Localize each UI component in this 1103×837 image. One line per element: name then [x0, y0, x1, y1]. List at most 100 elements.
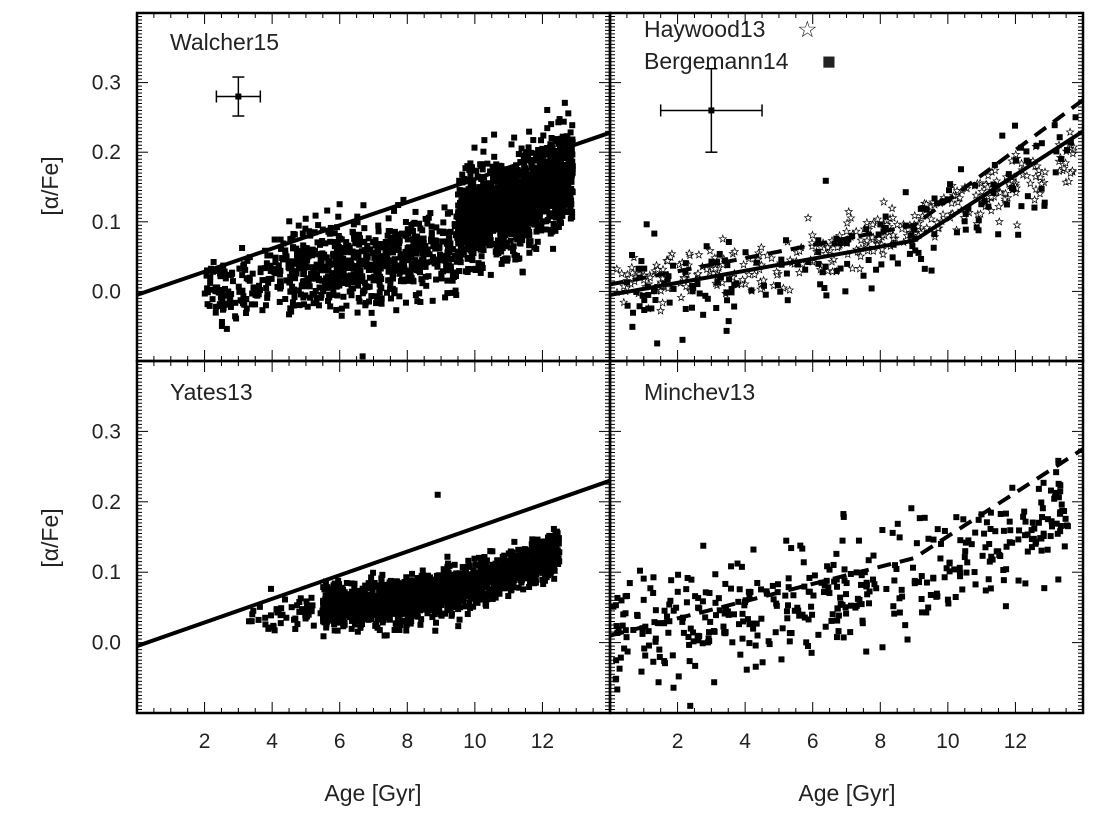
data-point — [460, 207, 467, 214]
data-point — [464, 217, 471, 224]
data-point — [357, 587, 364, 594]
data-point — [310, 266, 317, 273]
data-point — [639, 292, 646, 299]
data-point — [217, 273, 224, 280]
data-point — [416, 593, 423, 600]
data-point — [464, 213, 471, 220]
data-point — [338, 312, 345, 319]
data-point — [544, 146, 551, 153]
data-point — [299, 283, 306, 290]
data-point — [378, 295, 385, 302]
data-point — [467, 172, 474, 179]
data-point — [291, 290, 298, 297]
data-point — [397, 254, 404, 261]
data-point-star — [955, 193, 965, 202]
data-point — [535, 221, 542, 228]
data-point — [778, 256, 785, 263]
data-point — [226, 296, 233, 303]
data-point — [241, 301, 248, 308]
data-point — [371, 273, 378, 280]
data-point — [484, 160, 491, 167]
data-point — [259, 307, 266, 314]
data-point — [438, 275, 445, 282]
data-point — [516, 255, 523, 262]
data-point — [783, 270, 790, 277]
data-point — [868, 285, 875, 292]
data-point — [547, 192, 554, 199]
data-point — [450, 603, 457, 610]
data-point — [953, 229, 960, 236]
data-point — [469, 251, 476, 258]
data-point — [499, 256, 506, 263]
data-point-star — [994, 217, 1004, 226]
data-point — [413, 263, 420, 270]
data-point — [480, 583, 487, 590]
data-point — [417, 298, 424, 305]
data-point — [462, 165, 469, 172]
data-point — [566, 171, 573, 178]
data-point — [392, 235, 399, 242]
data-point — [423, 259, 430, 266]
data-point — [472, 267, 479, 274]
data-point — [467, 223, 474, 230]
data-point — [331, 230, 338, 237]
data-point-star — [750, 269, 760, 279]
data-point — [934, 200, 941, 207]
data-point — [498, 260, 505, 267]
data-point — [354, 592, 361, 599]
data-point — [493, 243, 500, 250]
data-point — [229, 278, 236, 285]
data-point — [436, 228, 443, 235]
data-point — [295, 222, 302, 229]
data-point — [480, 239, 487, 246]
data-point — [912, 247, 919, 254]
data-point-star — [1065, 127, 1075, 137]
data-point — [865, 257, 872, 264]
data-point-star — [926, 214, 936, 224]
data-point — [962, 226, 969, 233]
data-point — [342, 259, 349, 266]
data-point — [396, 293, 403, 300]
data-point — [569, 139, 576, 146]
data-point — [355, 294, 362, 301]
data-point — [383, 289, 390, 296]
data-point — [242, 266, 249, 273]
data-point — [552, 227, 559, 234]
data-point — [512, 210, 519, 217]
data-point — [306, 283, 313, 290]
data-point — [507, 548, 514, 555]
data-point — [350, 221, 357, 228]
data-point — [550, 221, 557, 228]
data-point — [466, 167, 473, 174]
data-point — [477, 236, 484, 243]
data-point — [552, 214, 559, 221]
data-point — [220, 306, 227, 313]
data-point — [463, 188, 470, 195]
data-point — [263, 285, 270, 292]
data-point — [507, 587, 514, 594]
data-point — [991, 161, 998, 168]
data-point — [361, 279, 368, 286]
data-point — [295, 265, 302, 272]
data-point — [538, 222, 545, 229]
data-point — [504, 216, 511, 223]
data-point — [1003, 201, 1010, 208]
data-point — [641, 307, 648, 314]
data-point-star — [1059, 163, 1069, 173]
data-point — [464, 232, 471, 239]
data-point — [455, 225, 462, 232]
data-point — [454, 597, 461, 604]
data-point — [831, 240, 838, 247]
data-point — [374, 245, 381, 252]
data-point-star — [874, 233, 884, 243]
data-point — [325, 297, 332, 304]
data-point — [513, 205, 520, 212]
data-point — [431, 611, 438, 618]
data-point — [480, 148, 487, 155]
data-point — [918, 255, 925, 262]
data-point — [1023, 157, 1030, 164]
data-point — [424, 220, 431, 227]
data-point — [441, 204, 448, 211]
data-point — [363, 256, 370, 263]
data-point — [244, 257, 251, 264]
